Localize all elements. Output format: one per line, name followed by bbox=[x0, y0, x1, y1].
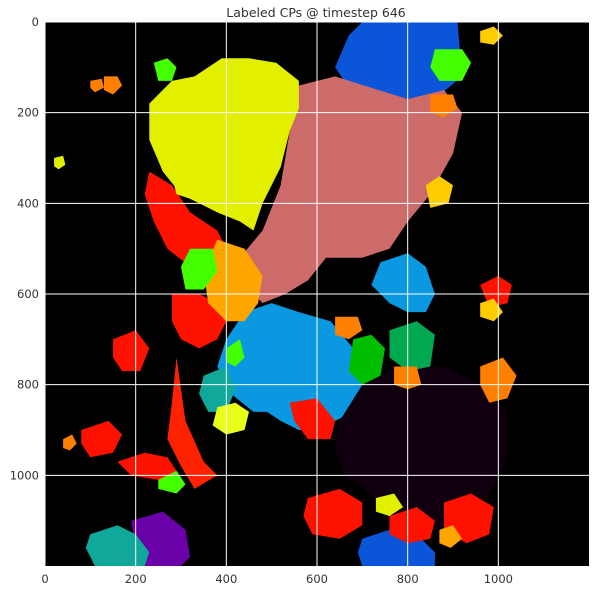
x-tick-label: 400 bbox=[215, 572, 237, 586]
label-region bbox=[212, 402, 249, 435]
label-region bbox=[480, 275, 512, 308]
label-region bbox=[389, 321, 435, 372]
x-axis-ticks: 0 200 400 600 800 1000 bbox=[41, 572, 513, 586]
gridlines bbox=[44, 21, 589, 566]
y-tick-label: 1000 bbox=[10, 468, 39, 482]
label-region bbox=[117, 452, 177, 480]
label-region bbox=[335, 316, 363, 340]
label-region bbox=[167, 357, 218, 489]
y-tick-label: 800 bbox=[17, 378, 39, 392]
label-region bbox=[425, 176, 453, 208]
label-region bbox=[113, 330, 150, 372]
label-region bbox=[203, 239, 263, 322]
label-region bbox=[81, 420, 123, 458]
chart-title: Labeled CPs @ timestep 646 bbox=[226, 5, 405, 20]
label-region bbox=[63, 434, 77, 451]
label-region bbox=[217, 303, 363, 430]
label-region bbox=[375, 493, 404, 517]
label-region bbox=[348, 334, 385, 385]
label-region bbox=[153, 58, 177, 81]
y-tick-label: 0 bbox=[32, 15, 39, 29]
x-tick-label: 0 bbox=[41, 572, 48, 586]
x-tick-label: 600 bbox=[306, 572, 328, 586]
label-region bbox=[430, 49, 472, 81]
x-tick-label: 800 bbox=[397, 572, 419, 586]
label-region bbox=[430, 94, 458, 118]
label-region bbox=[226, 339, 245, 367]
x-tick-label: 1000 bbox=[484, 572, 513, 586]
y-tick-label: 200 bbox=[17, 106, 39, 120]
label-region bbox=[181, 248, 218, 290]
heatmap-plot-area bbox=[44, 21, 589, 566]
label-region bbox=[303, 488, 363, 539]
label-region bbox=[85, 525, 150, 566]
label-region bbox=[54, 155, 66, 170]
label-region bbox=[171, 171, 200, 199]
label-region bbox=[480, 26, 503, 45]
label-region bbox=[439, 525, 463, 548]
label-region bbox=[335, 366, 508, 530]
label-region bbox=[239, 76, 463, 304]
label-region bbox=[103, 76, 123, 95]
label-region bbox=[289, 398, 336, 440]
label-region bbox=[90, 78, 104, 93]
y-tick-label: 600 bbox=[17, 287, 39, 301]
y-axis-ticks: 0 200 400 600 800 1000 bbox=[10, 15, 39, 482]
x-tick-label: 200 bbox=[125, 572, 147, 586]
label-region bbox=[480, 298, 503, 322]
label-region bbox=[371, 253, 435, 313]
label-region bbox=[389, 507, 435, 544]
y-tick-label: 400 bbox=[17, 196, 39, 210]
